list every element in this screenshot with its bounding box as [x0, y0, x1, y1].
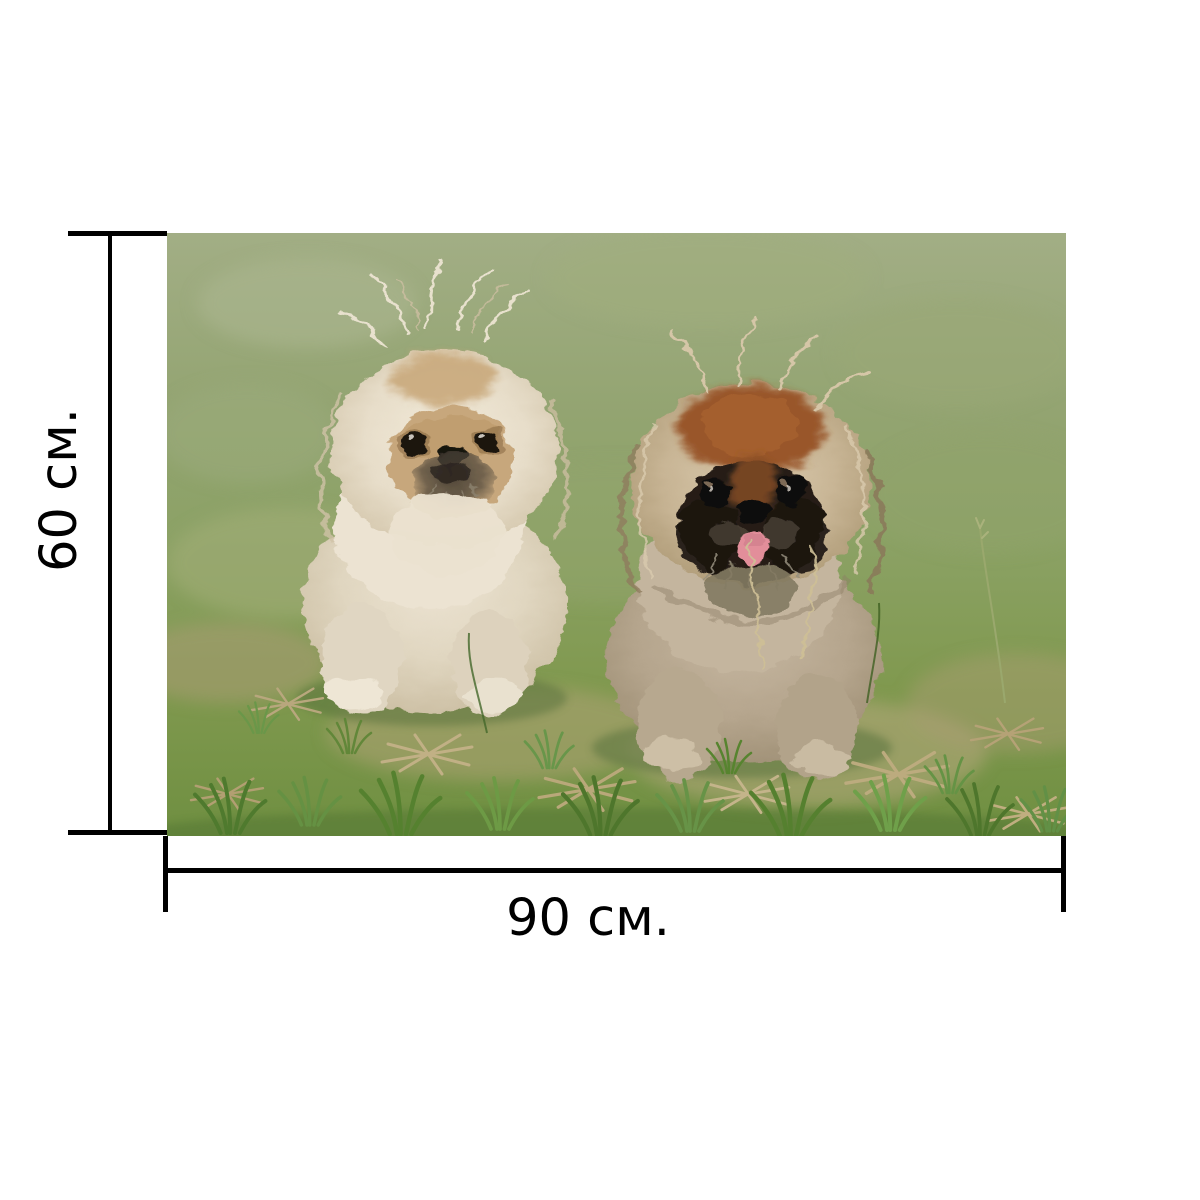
width-dimension-line: [166, 868, 1064, 873]
height-dimension-line: [108, 233, 112, 833]
width-dimension-cap-right: [1061, 836, 1066, 912]
grass-background: [167, 233, 1066, 836]
right-dog: [606, 317, 885, 780]
photo-illustration: [167, 233, 1066, 836]
width-dimension-label: 90 см.: [506, 889, 670, 948]
left-dog: [303, 257, 570, 715]
grass-foreground: [167, 517, 1066, 836]
width-dimension-cap-left: [163, 836, 168, 912]
height-dimension-cap-top: [68, 231, 167, 236]
product-photo: [167, 233, 1066, 836]
height-dimension-label: 60 см.: [30, 408, 89, 572]
height-dimension-cap-bottom: [68, 830, 167, 835]
